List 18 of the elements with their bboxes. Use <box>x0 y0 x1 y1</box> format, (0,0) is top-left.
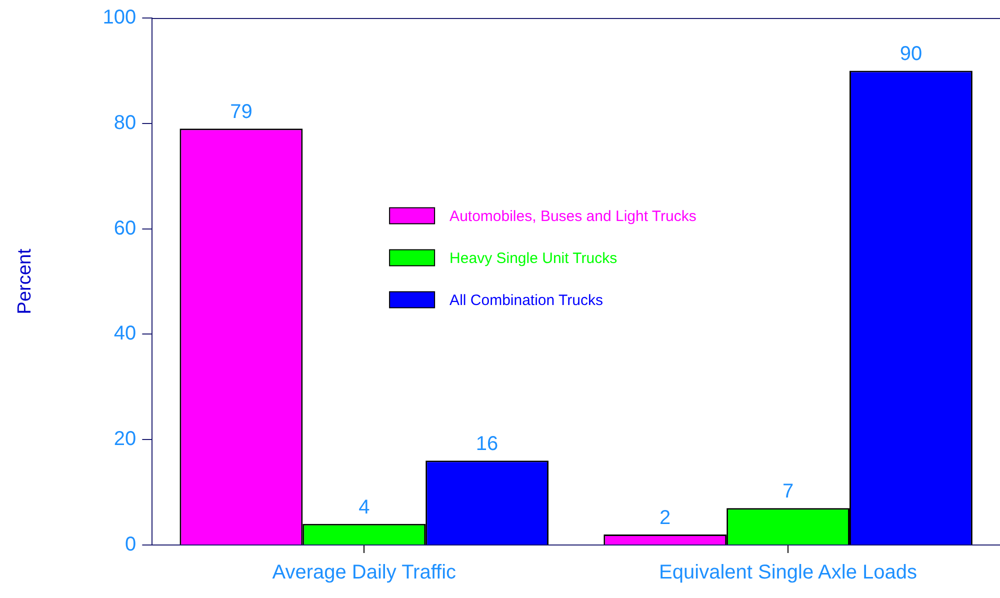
legend-label: Heavy Single Unit Trucks <box>450 250 618 267</box>
y-tick-label: 60 <box>114 217 136 240</box>
data-label: 4 <box>358 496 370 518</box>
data-label: 79 <box>230 101 252 124</box>
data-label: 2 <box>660 506 671 529</box>
y-tick-label: 80 <box>114 112 136 134</box>
y-tick-label: 40 <box>114 322 136 345</box>
y-tick-label: 100 <box>102 6 136 29</box>
x-tick-label: Equivalent Single Axle Loads <box>659 562 918 584</box>
x-tick-label: Average Daily Traffic <box>272 562 456 584</box>
legend-label: All Combination Trucks <box>450 292 603 309</box>
y-tick-label: 20 <box>114 428 136 450</box>
data-label: 90 <box>900 43 922 66</box>
data-label: 16 <box>476 433 498 456</box>
data-label: 7 <box>782 480 794 503</box>
y-tick-label: 0 <box>125 534 136 556</box>
legend-label: Automobiles, Buses and Light Trucks <box>450 208 696 225</box>
y-axis-title: Percent <box>14 248 36 314</box>
